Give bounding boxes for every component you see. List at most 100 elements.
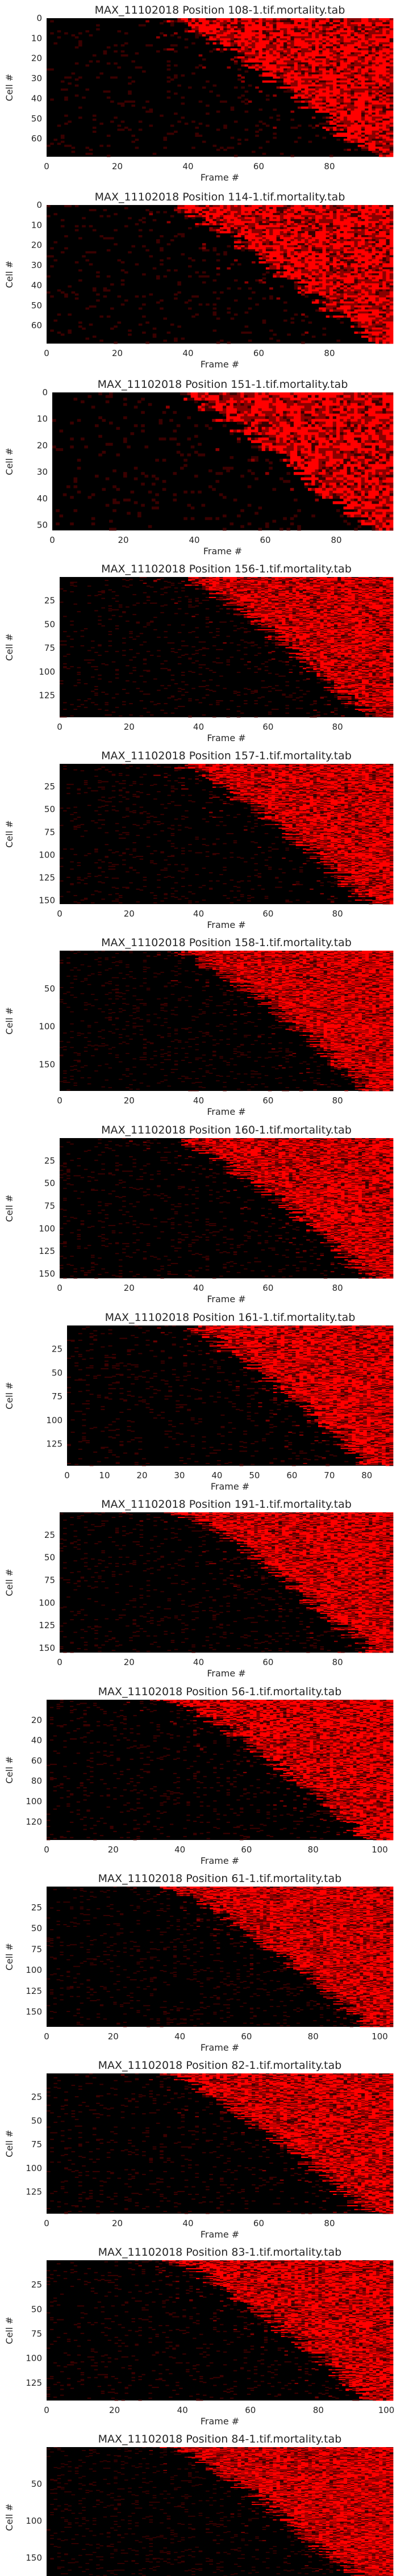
- heatmap-cell: [333, 30, 337, 32]
- heatmap-cell: [386, 20, 390, 23]
- heatmap-cell: [188, 20, 192, 23]
- heatmap-cell: [326, 30, 330, 32]
- heatmap-cell: [255, 20, 259, 23]
- heatmap-cell: [213, 24, 217, 27]
- heatmap-cell: [269, 20, 273, 23]
- heatmap-cell: [50, 20, 54, 23]
- heatmap-cell: [323, 28, 327, 31]
- heatmap-cell: [206, 32, 210, 35]
- heatmap-cell: [202, 32, 206, 35]
- heatmap-cell: [333, 18, 337, 20]
- heatmap-cell: [308, 18, 312, 20]
- heatmap-cell: [350, 20, 354, 23]
- heatmap-cell: [231, 20, 235, 23]
- heatmap-cell: [216, 24, 220, 27]
- heatmap-cell: [354, 22, 358, 24]
- heatmap-cell: [368, 24, 372, 27]
- heatmap-cell: [368, 22, 372, 24]
- heatmap-cell: [301, 28, 305, 31]
- heatmap-cell: [312, 28, 316, 31]
- heatmap-cell: [185, 28, 189, 31]
- heatmap-cell: [347, 30, 351, 32]
- heatmap-cell: [336, 24, 340, 27]
- heatmap-cell: [188, 30, 192, 32]
- heatmap-cell: [245, 22, 249, 24]
- heatmap-cell: [202, 30, 206, 32]
- heatmap-cell: [241, 20, 245, 23]
- heatmap-cell: [142, 24, 146, 27]
- heatmap-cell: [280, 24, 284, 27]
- heatmap-cell: [209, 30, 213, 32]
- heatmap-cell: [315, 22, 319, 24]
- heatmap-cell: [294, 30, 298, 32]
- heatmap-cell: [195, 28, 199, 31]
- heatmap-cell: [237, 26, 241, 28]
- heatmap-cell: [191, 24, 195, 27]
- heatmap-cell: [262, 22, 266, 24]
- heatmap-cell: [241, 22, 245, 24]
- heatmap-cell: [290, 28, 294, 31]
- heatmap-cell: [386, 24, 390, 27]
- heatmap-cell: [195, 20, 199, 23]
- heatmap-cell: [354, 30, 358, 32]
- heatmap-cell: [336, 28, 340, 31]
- heatmap-cell: [248, 32, 252, 35]
- heatmap-cell: [185, 18, 189, 20]
- heatmap-cell: [213, 18, 217, 20]
- heatmap-cell: [358, 20, 362, 23]
- heatmap-cell: [315, 18, 319, 20]
- heatmap-cell: [375, 18, 379, 20]
- heatmap-cell: [231, 26, 235, 28]
- heatmap-cell: [245, 18, 249, 20]
- heatmap-cell: [379, 20, 383, 23]
- heatmap-cell: [333, 26, 337, 28]
- heatmap-cell: [277, 24, 281, 27]
- heatmap-cell: [319, 30, 323, 32]
- heatmap-cell: [145, 20, 149, 23]
- heatmap-cell: [209, 32, 213, 35]
- heatmap-cell: [375, 28, 379, 31]
- heatmap-cell: [294, 26, 298, 28]
- heatmap-cell: [372, 26, 376, 28]
- heatmap-cell: [209, 28, 213, 31]
- heatmap-cell: [237, 22, 241, 24]
- heatmap-cell: [139, 24, 143, 27]
- heatmap-cell: [213, 26, 217, 28]
- heatmap-cell: [269, 24, 273, 27]
- heatmap-cell: [304, 24, 308, 27]
- heatmap-cell: [231, 24, 235, 27]
- heatmap-cell: [227, 32, 231, 35]
- heatmap-cell: [216, 22, 220, 24]
- heatmap-cell: [269, 22, 273, 24]
- heatmap-cell: [231, 30, 235, 32]
- heatmap-cell: [195, 30, 199, 32]
- heatmap-cell: [252, 32, 256, 35]
- heatmap-cell: [258, 32, 262, 35]
- heatmap-cell: [350, 22, 354, 24]
- heatmap-cell: [290, 18, 294, 20]
- heatmap-cell: [365, 18, 369, 20]
- heatmap-cell: [223, 24, 227, 27]
- heatmap-cell: [294, 20, 298, 23]
- heatmap-cell: [323, 20, 327, 23]
- heatmap-cell: [181, 20, 185, 23]
- heatmap-cell: [390, 24, 394, 27]
- heatmap-cell: [231, 22, 235, 24]
- heatmap-cell: [255, 30, 259, 32]
- heatmap-cell: [287, 28, 291, 31]
- heatmap-cell: [280, 18, 284, 20]
- heatmap-cell: [181, 18, 185, 20]
- heatmap-cell: [262, 28, 266, 31]
- heatmap-cell: [350, 26, 354, 28]
- heatmap-cell: [237, 18, 241, 20]
- heatmap-cell: [266, 22, 270, 24]
- heatmap-cell: [252, 20, 256, 23]
- heatmap-cell: [298, 18, 302, 20]
- heatmap-cell: [350, 28, 354, 31]
- heatmap-cell: [209, 24, 213, 27]
- heatmap-cell: [277, 30, 281, 32]
- heatmap-cell: [258, 18, 262, 20]
- heatmap-cell: [333, 22, 337, 24]
- heatmap-cell: [277, 22, 281, 24]
- heatmap-cell: [298, 28, 302, 31]
